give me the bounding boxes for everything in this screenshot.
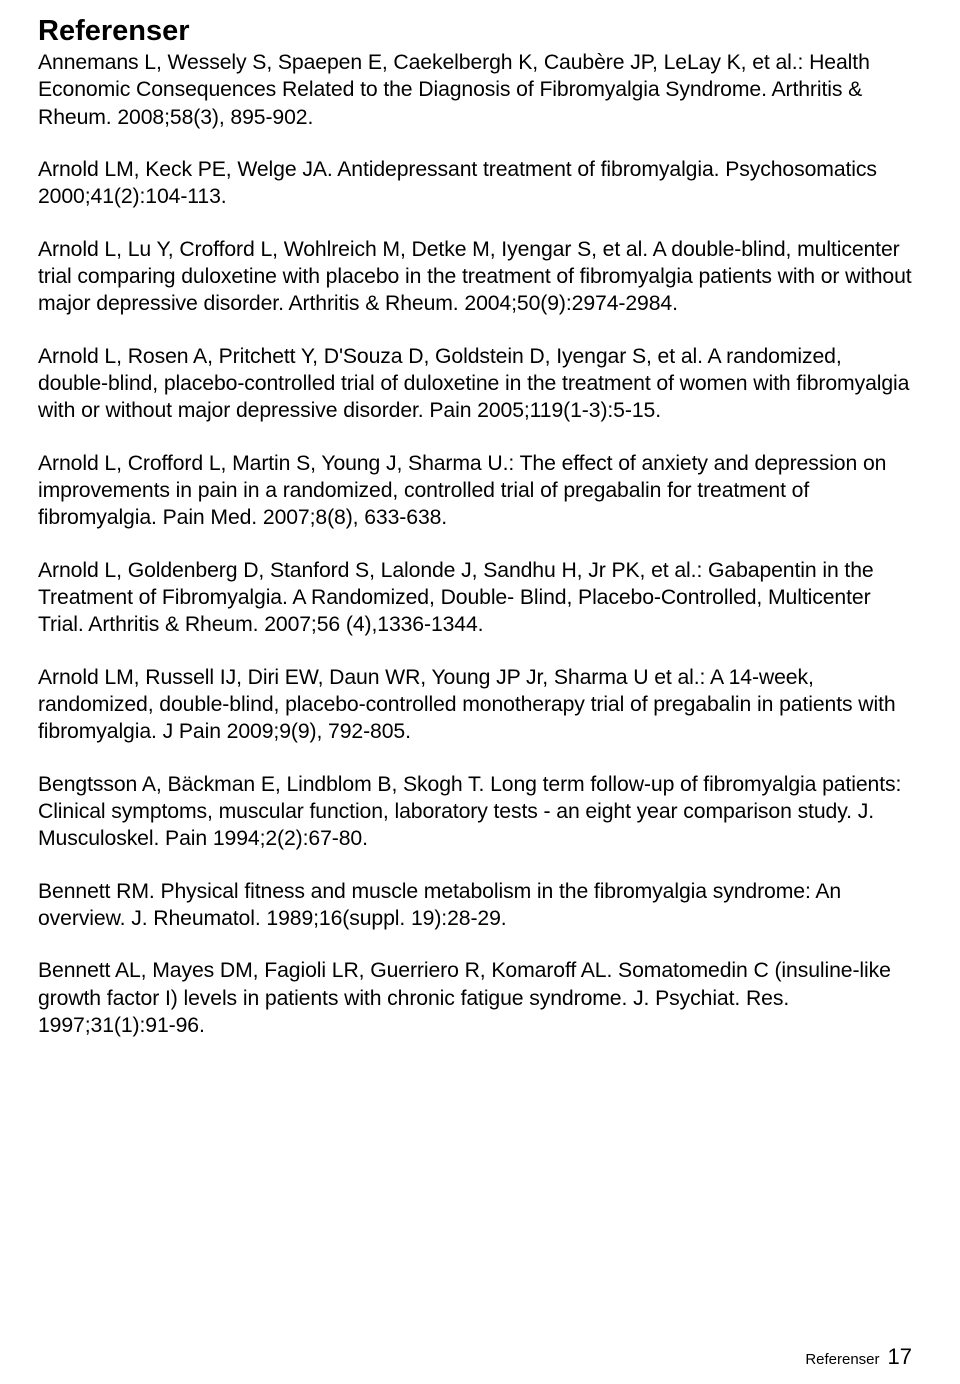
reference-item: Arnold L, Lu Y, Crofford L, Wohlreich M,… (38, 236, 912, 318)
reference-item: Arnold L, Goldenberg D, Stanford S, Lalo… (38, 557, 912, 639)
footer-page-number: 17 (888, 1344, 912, 1370)
reference-item: Arnold L, Rosen A, Pritchett Y, D'Souza … (38, 343, 912, 425)
reference-item: Bengtsson A, Bäckman E, Lindblom B, Skog… (38, 771, 912, 853)
reference-item: Arnold LM, Russell IJ, Diri EW, Daun WR,… (38, 664, 912, 746)
reference-item: Arnold L, Crofford L, Martin S, Young J,… (38, 450, 912, 532)
page: Referenser Annemans L, Wessely S, Spaepe… (0, 0, 960, 1384)
reference-item: Arnold LM, Keck PE, Welge JA. Antidepres… (38, 156, 912, 211)
footer-section-label: Referenser (805, 1351, 879, 1368)
reference-item: Bennett AL, Mayes DM, Fagioli LR, Guerri… (38, 957, 912, 1039)
page-footer: Referenser 17 (805, 1344, 912, 1370)
page-title: Referenser (38, 16, 912, 48)
reference-item: Annemans L, Wessely S, Spaepen E, Caekel… (38, 49, 912, 131)
reference-item: Bennett RM. Physical fitness and muscle … (38, 878, 912, 933)
references-list: Annemans L, Wessely S, Spaepen E, Caekel… (38, 49, 912, 1040)
